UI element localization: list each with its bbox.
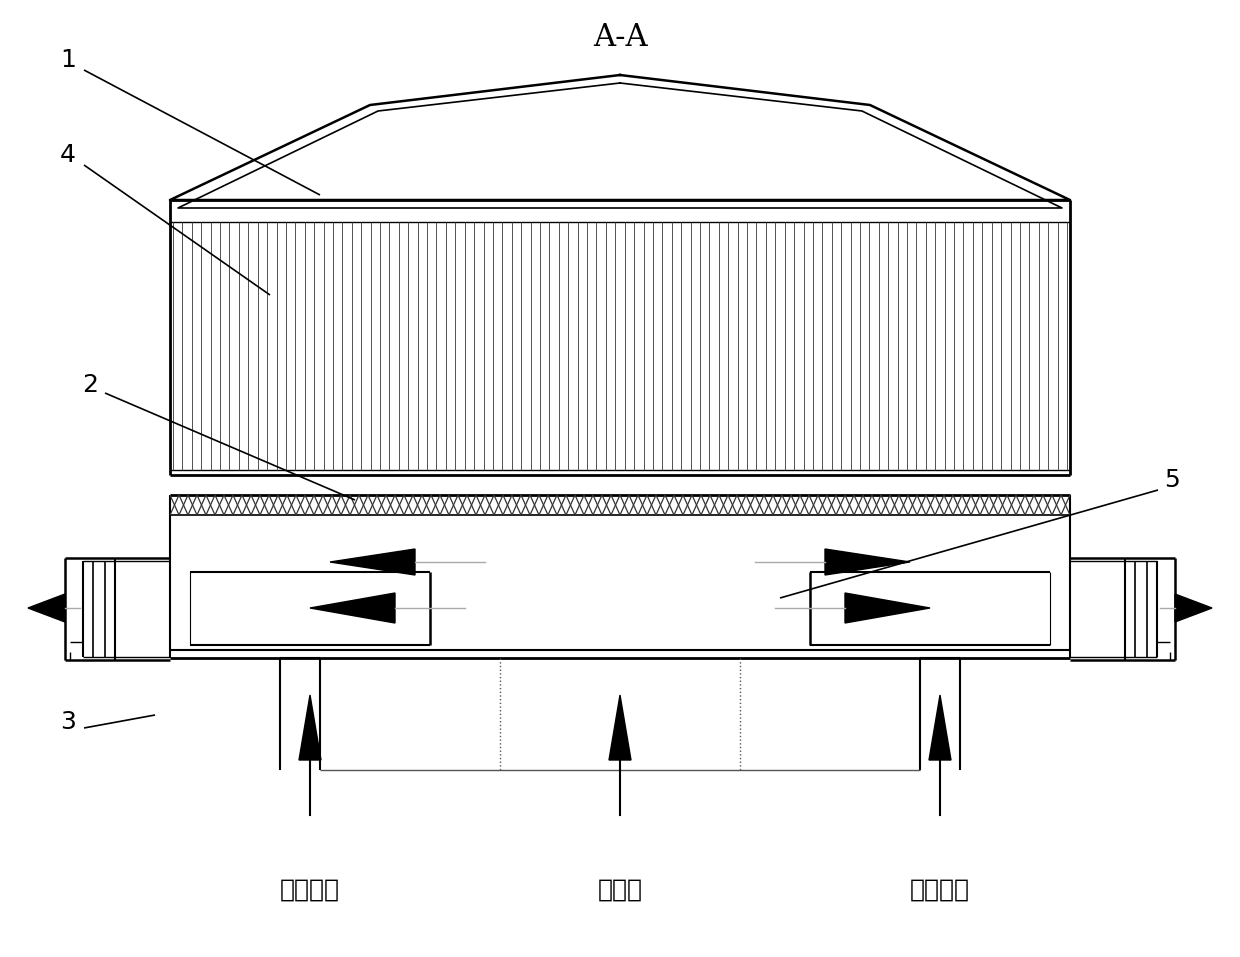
Polygon shape — [929, 695, 951, 760]
Text: 自然风: 自然风 — [598, 878, 642, 902]
Polygon shape — [310, 593, 396, 623]
Text: 2: 2 — [82, 373, 98, 397]
Polygon shape — [29, 594, 64, 622]
Text: 空调废排: 空调废排 — [280, 878, 340, 902]
Polygon shape — [844, 593, 930, 623]
Polygon shape — [825, 549, 910, 575]
Polygon shape — [609, 695, 631, 760]
Text: A-A: A-A — [593, 23, 647, 54]
Text: 空调废排: 空调废排 — [910, 878, 970, 902]
Polygon shape — [1176, 594, 1211, 622]
Polygon shape — [299, 695, 321, 760]
Text: 5: 5 — [1164, 468, 1180, 492]
Text: 4: 4 — [60, 143, 76, 167]
Polygon shape — [330, 549, 415, 575]
Text: 1: 1 — [60, 48, 76, 72]
Text: 3: 3 — [60, 710, 76, 734]
